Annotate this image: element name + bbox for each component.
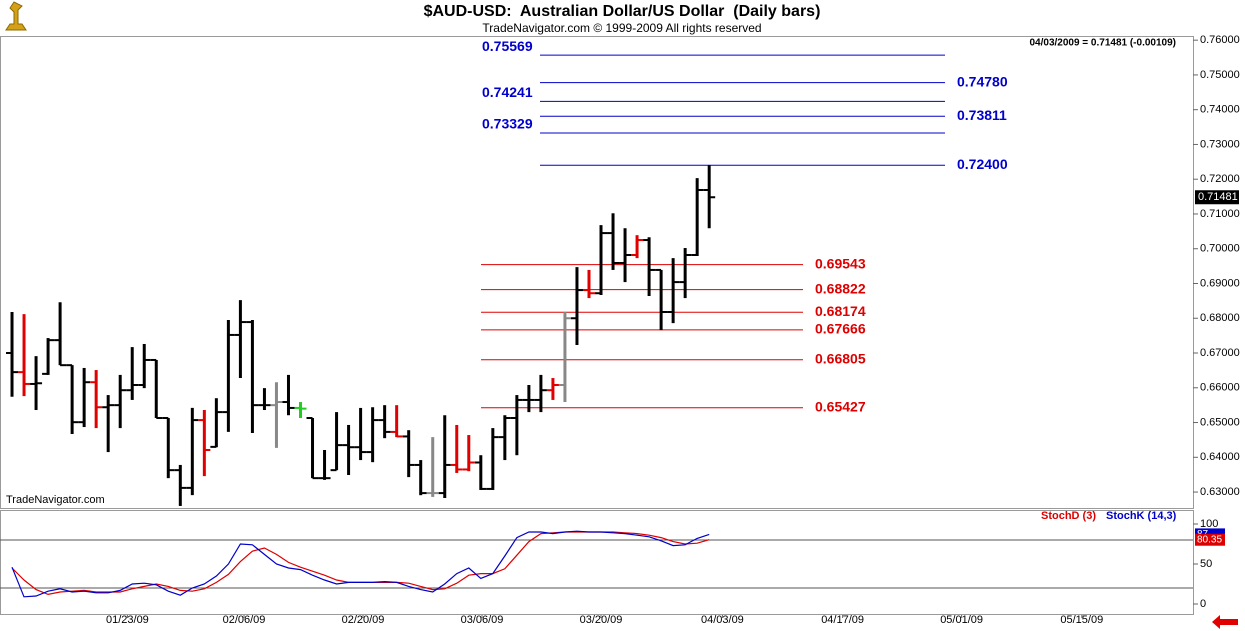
x-tick-label: 05/01/09: [940, 614, 983, 626]
y-tick-label: 0.70000: [1200, 243, 1240, 255]
value-box: [1195, 533, 1225, 546]
y-tick-label: 50: [1200, 558, 1212, 570]
y-tick-label: 0.67000: [1200, 347, 1240, 359]
info-text: 04/03/2009 = 0.71481 (-0.00109): [1029, 38, 1176, 49]
y-tick-label: 0.69000: [1200, 277, 1240, 289]
x-tick-label: 01/23/09: [106, 614, 149, 626]
level-label: 0.73329: [482, 116, 533, 132]
y-tick-label: 0.76000: [1200, 34, 1240, 46]
x-tick-label: 05/15/09: [1060, 614, 1103, 626]
x-tick-label: 04/17/09: [821, 614, 864, 626]
chart-title: $AUD-USD: Australian Dollar/US Dollar (D…: [424, 3, 821, 20]
level-label: 0.73811: [957, 107, 1007, 123]
level-label: 0.74241: [482, 84, 533, 100]
x-tick-label: 03/06/09: [461, 614, 504, 626]
level-label: 0.74780: [957, 73, 1008, 89]
y-tick-label: 0.75000: [1200, 69, 1240, 81]
stoch-panel: [0, 510, 1194, 615]
y-tick-label: 0.65000: [1200, 416, 1240, 428]
y-tick-label: 0.63000: [1200, 486, 1240, 498]
price-panel: [0, 36, 1194, 509]
value-box-label: 80.35: [1197, 534, 1222, 545]
y-tick-label: 0.68000: [1200, 312, 1240, 324]
y-tick-label: 0.66000: [1200, 382, 1240, 394]
y-tick-label: 0.64000: [1200, 451, 1240, 463]
level-label: 0.66805: [815, 350, 866, 366]
level-label: 0.65427: [815, 398, 866, 414]
last-price-label: 0.71481: [1198, 191, 1238, 203]
chart-subtitle: TradeNavigator.com © 1999-2009 All right…: [482, 21, 761, 35]
scroll-arrow[interactable]: [1212, 615, 1238, 629]
x-tick-label: 03/20/09: [580, 614, 623, 626]
x-tick-label: 02/20/09: [342, 614, 385, 626]
legend-label: StochD (3): [1041, 510, 1096, 522]
y-tick-label: 100: [1200, 518, 1218, 530]
level-label: 0.67666: [815, 321, 866, 337]
logo: [5, 1, 27, 31]
stoch-line: [11, 530, 710, 598]
level-label: 0.75569: [482, 38, 533, 54]
level-label: 0.68822: [815, 280, 866, 296]
watermark: TradeNavigator.com: [6, 494, 105, 506]
legend-label: StochK (14,3): [1106, 510, 1177, 522]
level-label: 0.72400: [957, 156, 1008, 172]
y-tick-label: 0: [1200, 598, 1206, 610]
y-tick-label: 0.72000: [1200, 173, 1240, 185]
last-price-box: [1195, 190, 1239, 205]
y-tick-label: 0.73000: [1200, 138, 1240, 150]
y-tick-label: 0.71000: [1200, 208, 1240, 220]
x-tick-label: 02/06/09: [223, 614, 266, 626]
level-label: 0.68174: [815, 303, 866, 319]
y-tick-label: 0.74000: [1200, 104, 1240, 116]
x-tick-label: 04/03/09: [701, 614, 744, 626]
level-label: 0.69543: [815, 255, 866, 271]
